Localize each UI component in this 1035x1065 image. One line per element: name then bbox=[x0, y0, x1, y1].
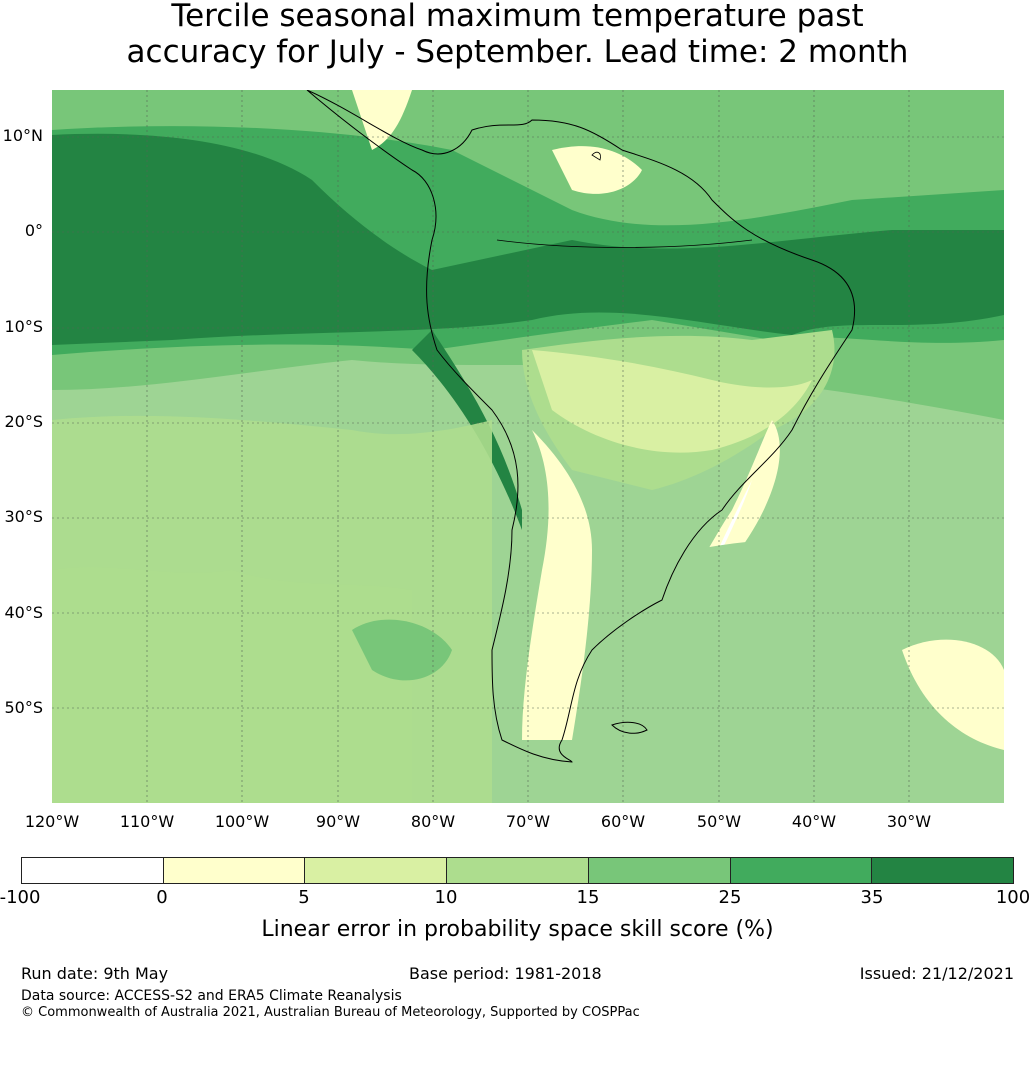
colorbar-tick-5: 15 bbox=[576, 887, 600, 908]
colorbar-segment-1 bbox=[22, 858, 164, 883]
lon-label-110w: 110°W bbox=[119, 812, 175, 831]
amazon-river bbox=[496, 239, 753, 248]
colorbar-segment-5 bbox=[588, 858, 731, 883]
lon-label-80w: 80°W bbox=[410, 812, 456, 831]
colorbar-segment-2 bbox=[163, 858, 306, 883]
lat-label-20s: 20°S bbox=[4, 412, 43, 431]
field-andes-east-lowest bbox=[522, 430, 592, 740]
colorbar-tick-3: 5 bbox=[298, 887, 310, 908]
colorbar bbox=[21, 857, 1014, 884]
field-very-high-tropics bbox=[52, 133, 1004, 345]
colorbar-tick-2: 0 bbox=[156, 887, 168, 908]
field-atlantic-patch bbox=[902, 639, 1004, 750]
lon-label-90w: 90°W bbox=[315, 812, 361, 831]
colorbar-tick-4: 10 bbox=[434, 887, 458, 908]
lat-label-10n: 10°N bbox=[2, 126, 43, 145]
copyright-notice: © Commonwealth of Australia 2021, Austra… bbox=[21, 1005, 640, 1020]
lon-label-120w: 120°W bbox=[24, 812, 80, 831]
colorbar-tick-6: 25 bbox=[718, 887, 742, 908]
lon-label-60w: 60°W bbox=[600, 812, 646, 831]
lon-label-70w: 70°W bbox=[505, 812, 551, 831]
field-pacific-far-south bbox=[52, 567, 412, 803]
colorbar-label: Linear error in probability space skill … bbox=[261, 917, 774, 942]
south-america-coastline bbox=[306, 90, 856, 763]
lat-label-50s: 50°S bbox=[4, 698, 43, 717]
colorbar-tick-1: -100 bbox=[0, 887, 41, 908]
map-gridlines bbox=[52, 90, 1004, 803]
field-pacific-patch bbox=[352, 619, 452, 681]
data-source: Data source: ACCESS-S2 and ERA5 Climate … bbox=[21, 988, 402, 1004]
base-period: Base period: 1981-2018 bbox=[409, 964, 602, 983]
falkland-islands bbox=[611, 721, 648, 734]
field-venezuela-low bbox=[552, 146, 642, 194]
skill-score-map bbox=[52, 90, 1004, 803]
colorbar-segment-4 bbox=[447, 858, 589, 883]
colorbar-tick-8: 100 bbox=[995, 887, 1031, 908]
lat-label-30s: 30°S bbox=[4, 507, 43, 526]
lake-maracaibo bbox=[591, 151, 601, 161]
field-andes-high bbox=[412, 330, 522, 530]
colorbar-segment-6 bbox=[730, 858, 873, 883]
lon-label-50w: 50°W bbox=[696, 812, 742, 831]
field-atlantic-south bbox=[612, 520, 1004, 803]
colorbar-segment-3 bbox=[305, 858, 448, 883]
issued-date: Issued: 21/12/2021 bbox=[859, 964, 1014, 983]
lon-label-40w: 40°W bbox=[791, 812, 837, 831]
field-interior-lower bbox=[532, 350, 812, 453]
map-canvas bbox=[52, 90, 1004, 803]
run-date: Run date: 9th May bbox=[21, 964, 169, 983]
lat-label-10s: 10°S bbox=[4, 317, 43, 336]
lon-label-30w: 30°W bbox=[886, 812, 932, 831]
map-title-line-2: accuracy for July - September. Lead time… bbox=[126, 34, 909, 70]
map-title-line-1: Tercile seasonal maximum temperature pas… bbox=[171, 0, 864, 34]
field-coast-lowest bbox=[672, 420, 780, 613]
colorbar-tick-7: 35 bbox=[860, 887, 884, 908]
colorbar-segment-7 bbox=[872, 858, 1014, 883]
lon-label-100w: 100°W bbox=[214, 812, 270, 831]
lat-label-40s: 40°S bbox=[4, 603, 43, 622]
lat-label-0: 0° bbox=[24, 221, 43, 240]
field-central-america-low bbox=[352, 90, 412, 150]
